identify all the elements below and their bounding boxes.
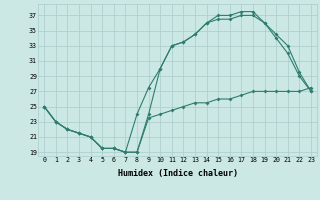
X-axis label: Humidex (Indice chaleur): Humidex (Indice chaleur) [118,169,238,178]
